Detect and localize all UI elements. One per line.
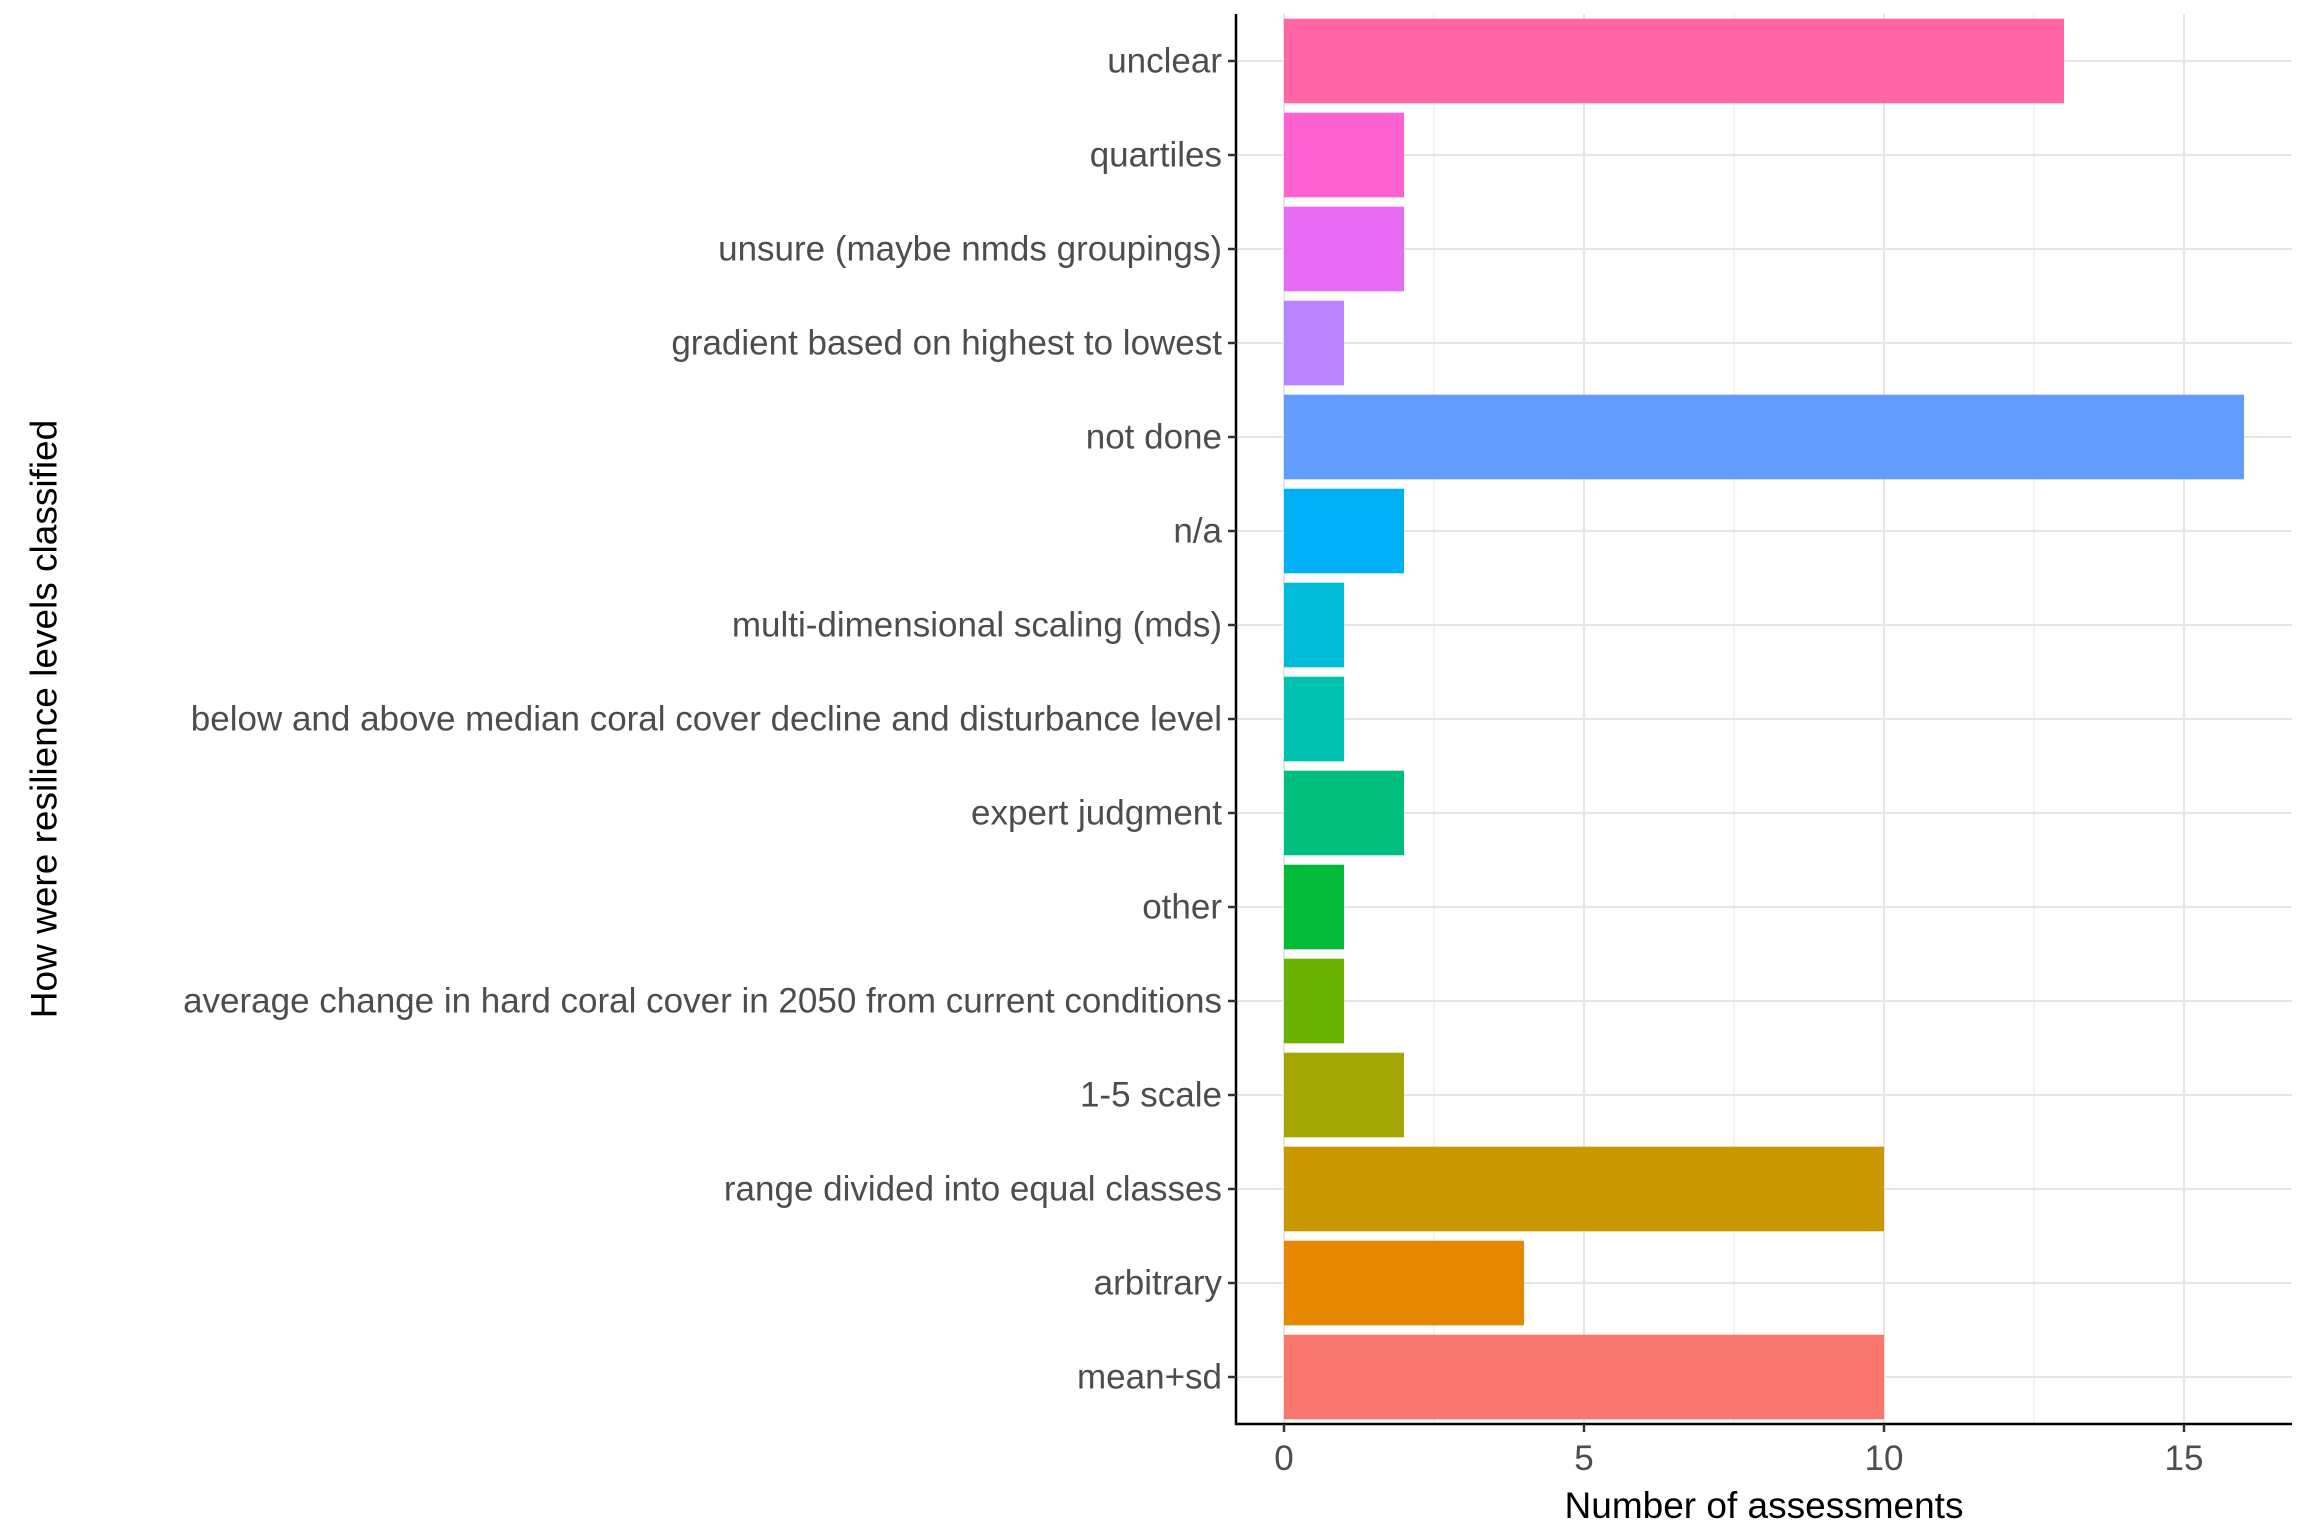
y-tick-label: range divided into equal classes — [724, 1170, 1222, 1209]
bar — [1284, 394, 2244, 480]
y-tick-label: unclear — [1107, 42, 1222, 81]
bar — [1284, 582, 1344, 668]
y-axis-title: How were resilience levels classified — [24, 420, 65, 1018]
y-tick-label: expert judgment — [971, 794, 1222, 833]
y-tick-label: n/a — [1173, 512, 1222, 551]
x-tick-label: 15 — [2165, 1439, 2204, 1478]
y-tick-label: gradient based on highest to lowest — [671, 324, 1222, 363]
bar — [1284, 676, 1344, 762]
bar — [1284, 1146, 1884, 1232]
y-tick-label: multi-dimensional scaling (mds) — [732, 606, 1222, 645]
y-tick-label: arbitrary — [1094, 1264, 1223, 1303]
bar — [1284, 958, 1344, 1044]
y-tick-label: mean+sd — [1077, 1358, 1222, 1397]
y-tick-label: below and above median coral cover decli… — [191, 700, 1222, 739]
bar — [1284, 770, 1404, 856]
bar — [1284, 1334, 1884, 1420]
y-tick-label: quartiles — [1090, 136, 1222, 175]
x-tick-label: 0 — [1274, 1439, 1293, 1478]
bar — [1284, 300, 1344, 386]
x-axis-title: Number of assessments — [1565, 1485, 1964, 1526]
bar — [1284, 112, 1404, 198]
bar — [1284, 864, 1344, 950]
bar — [1284, 206, 1404, 292]
bar — [1284, 488, 1404, 574]
bar — [1284, 1052, 1404, 1138]
y-axis-ticks: mean+sd arbitrary range divided into equal… — [183, 42, 1236, 1397]
bar — [1284, 18, 2064, 104]
bars — [1284, 18, 2244, 1420]
y-tick-label: unsure (maybe nmds groupings) — [718, 230, 1222, 269]
y-tick-label: average change in hard coral cover in 20… — [183, 982, 1222, 1021]
x-axis-ticks: 0 5 10 15 — [1274, 1424, 2203, 1478]
x-tick-label: 5 — [1574, 1439, 1593, 1478]
y-tick-label: not done — [1086, 418, 1222, 457]
x-tick-label: 10 — [1865, 1439, 1904, 1478]
y-tick-label: other — [1142, 888, 1222, 927]
y-tick-label: 1-5 scale — [1080, 1076, 1222, 1115]
bar — [1284, 1240, 1524, 1326]
